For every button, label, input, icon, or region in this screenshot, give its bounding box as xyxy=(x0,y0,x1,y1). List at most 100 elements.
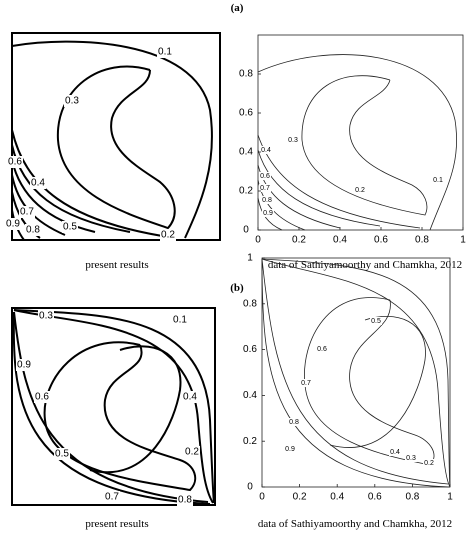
label-bg xyxy=(259,172,271,180)
label-bg xyxy=(288,418,300,426)
y-tick-label: 0.8 xyxy=(239,69,253,80)
label-bg xyxy=(172,314,188,326)
y-tick-label: 0.6 xyxy=(239,108,253,119)
x-tick-label: 0.4 xyxy=(333,235,347,246)
contour-label: 0.5 xyxy=(55,449,69,460)
contour-label: 0.5 xyxy=(63,222,77,233)
contour-plot xyxy=(11,32,221,241)
x-tick-label: 0.8 xyxy=(405,492,419,503)
label-bg xyxy=(423,459,435,467)
contour-label: 0.2 xyxy=(185,447,199,458)
caption: data of Sathiyamoorthy and Chamkha, 2012 xyxy=(258,518,452,530)
y-tick-label: 0.4 xyxy=(239,147,253,158)
contour-label: 0.1 xyxy=(158,47,172,58)
contour-label: 0.9 xyxy=(263,210,273,217)
contour-label: 0.3 xyxy=(39,311,53,322)
label-bg xyxy=(34,391,50,403)
x-tick-label: 0.2 xyxy=(293,492,307,503)
panel-label: (b) xyxy=(230,282,244,294)
label-bg xyxy=(16,359,32,371)
label-bg xyxy=(389,448,401,456)
contour-label: 0.8 xyxy=(26,225,40,236)
label-bg xyxy=(5,218,21,230)
contour-label: 0.8 xyxy=(178,495,192,506)
x-tick-label: 0 xyxy=(255,235,261,246)
label-bg xyxy=(405,454,417,462)
contour-label: 0.6 xyxy=(317,346,327,353)
contour-label: 0.3 xyxy=(65,96,79,107)
label-bg xyxy=(38,310,54,322)
contour-label: 0.4 xyxy=(31,178,45,189)
label-bg xyxy=(316,345,328,353)
x-tick-label: 1 xyxy=(447,492,453,503)
label-bg xyxy=(182,391,198,403)
caption: data of Sathiyamoorthy and Chamkha, 2012 xyxy=(268,259,462,271)
label-bg xyxy=(300,379,312,387)
contour-label: 0.4 xyxy=(261,147,271,154)
label-bg xyxy=(262,209,274,217)
caption: present results xyxy=(85,518,148,530)
label-bg xyxy=(30,177,46,189)
y-tick-label: 0.8 xyxy=(243,298,257,309)
contour-plot xyxy=(257,34,464,231)
x-tick-label: 0.4 xyxy=(330,492,344,503)
panel-label: (a) xyxy=(231,2,244,14)
x-tick-label: 0.6 xyxy=(374,235,388,246)
contour-label: 0.4 xyxy=(183,392,197,403)
contour-label: 0.9 xyxy=(285,446,295,453)
label-bg xyxy=(157,46,173,58)
contour-label: 0.3 xyxy=(406,455,416,462)
y-tick-label: 0.4 xyxy=(243,390,257,401)
label-bg xyxy=(432,176,444,184)
y-tick-label: 1 xyxy=(247,253,253,264)
label-bg xyxy=(19,206,35,218)
contour-label: 0.5 xyxy=(371,318,381,325)
contour-label: 0.7 xyxy=(260,185,270,192)
contour-label: 0.6 xyxy=(8,157,22,168)
x-tick-label: 0.2 xyxy=(292,235,306,246)
label-bg xyxy=(177,494,193,506)
contour-label: 0.8 xyxy=(289,419,299,426)
contour-label: 0.2 xyxy=(424,460,434,467)
contour-label: 0.8 xyxy=(262,197,272,204)
contour-label: 0.7 xyxy=(301,380,311,387)
contour-label: 0.2 xyxy=(355,187,365,194)
contour-plot xyxy=(11,307,216,506)
x-tick-label: 1 xyxy=(460,235,466,246)
contour-label: 0.2 xyxy=(161,230,175,241)
contour-label: 0.6 xyxy=(260,173,270,180)
label-bg xyxy=(284,445,296,453)
label-bg xyxy=(62,221,78,233)
label-bg xyxy=(104,491,120,503)
label-bg xyxy=(184,446,200,458)
y-tick-label: 0.2 xyxy=(243,436,257,447)
contour-label: 0.7 xyxy=(20,207,34,218)
label-bg xyxy=(160,229,176,241)
contour-label: 0.1 xyxy=(173,315,187,326)
label-bg xyxy=(261,196,273,204)
x-tick-label: 0.8 xyxy=(415,235,429,246)
label-bg xyxy=(370,317,382,325)
y-tick-label: 0 xyxy=(247,482,253,493)
label-bg xyxy=(64,95,80,107)
label-bg xyxy=(287,136,299,144)
label-bg xyxy=(25,224,41,236)
contour-label: 0.9 xyxy=(6,219,20,230)
label-bg xyxy=(354,186,366,194)
x-tick-label: 0.6 xyxy=(368,492,382,503)
y-tick-label: 0.2 xyxy=(239,186,253,197)
label-bg xyxy=(259,184,271,192)
contour-label: 0.7 xyxy=(105,492,119,503)
contour-label: 0.4 xyxy=(390,449,400,456)
contour-label: 0.6 xyxy=(35,392,49,403)
caption: present results xyxy=(85,259,148,271)
y-tick-label: 0 xyxy=(243,225,249,236)
label-bg xyxy=(54,448,70,460)
contour-label: 0.9 xyxy=(17,360,31,371)
contour-label: 0.1 xyxy=(433,177,443,184)
label-bg xyxy=(260,146,272,154)
contour-label: 0.3 xyxy=(288,137,298,144)
label-bg xyxy=(7,156,23,168)
y-tick-label: 0.6 xyxy=(243,344,257,355)
